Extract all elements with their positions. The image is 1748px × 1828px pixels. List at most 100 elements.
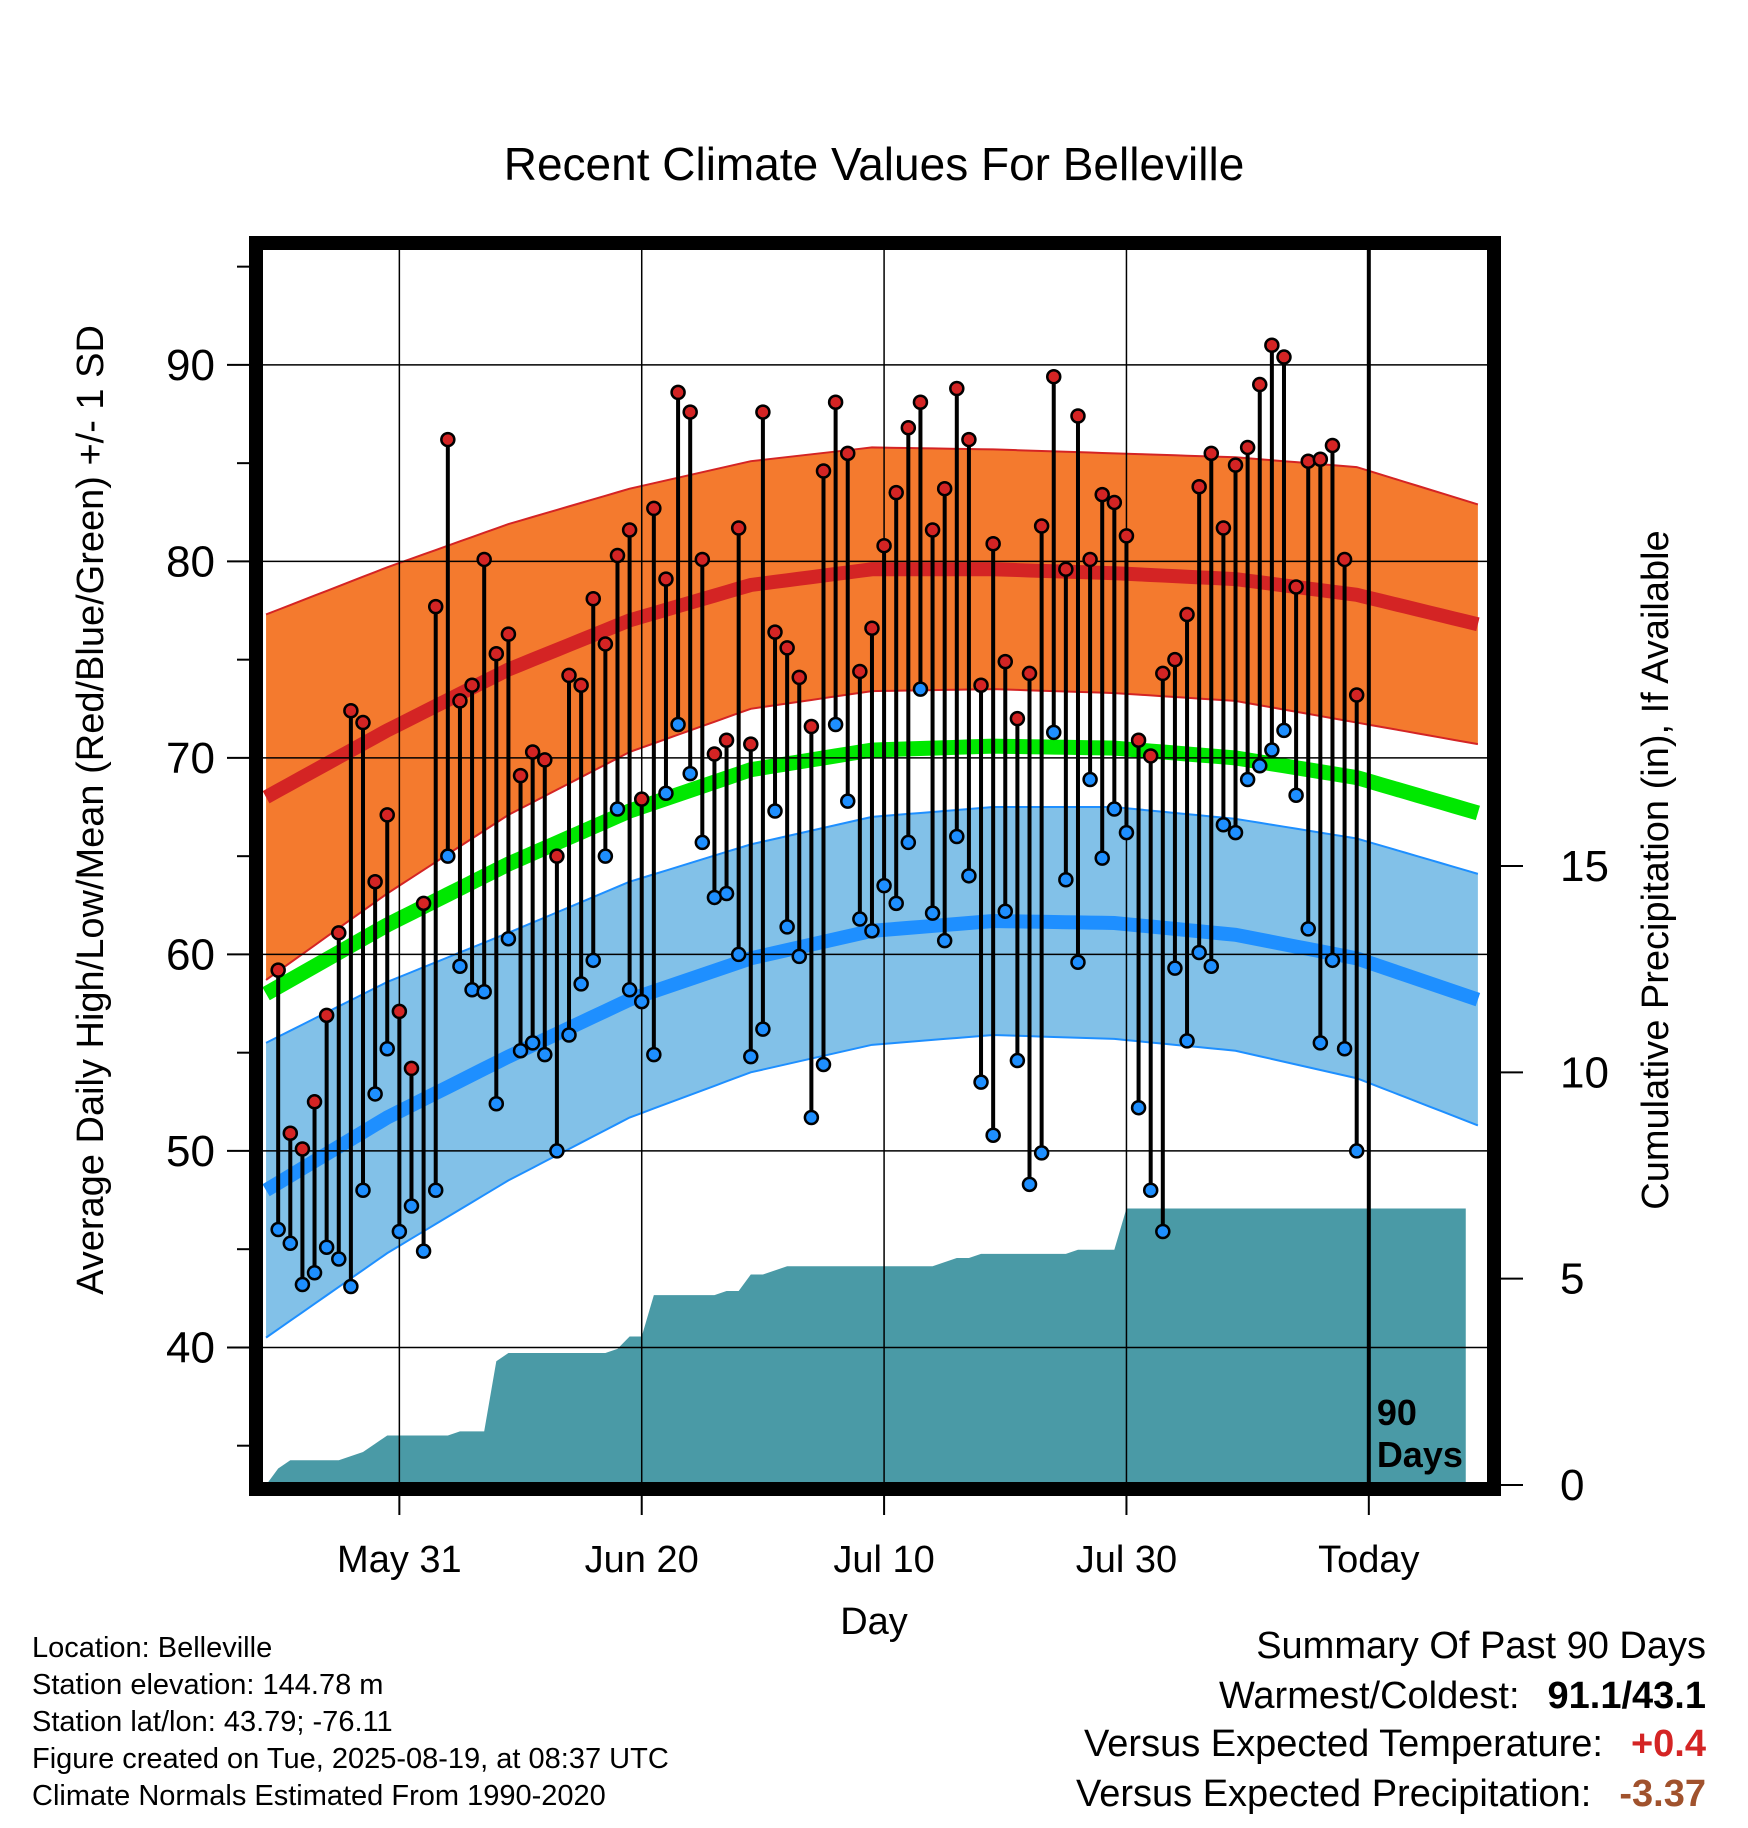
low-point <box>864 923 880 939</box>
high-point <box>1082 551 1098 568</box>
y2-tick-label: 15 <box>1560 842 1609 891</box>
low-point <box>367 1086 383 1102</box>
summary-temp-label: Versus Expected Temperature: <box>1084 1723 1603 1765</box>
high-point <box>343 703 359 719</box>
low-point <box>1215 816 1232 833</box>
high-point <box>452 693 468 709</box>
low-point <box>1288 787 1304 804</box>
low-point <box>1167 960 1183 976</box>
high-point <box>367 873 383 890</box>
high-point <box>1215 520 1232 536</box>
high-point <box>306 1094 323 1110</box>
low-point <box>961 868 977 884</box>
low-point <box>476 984 492 1000</box>
high-point <box>949 380 965 397</box>
high-point <box>1021 665 1038 682</box>
low-point <box>876 877 892 894</box>
chart-title: Recent Climate Values For Belleville <box>504 138 1245 190</box>
y-tick-label: 80 <box>166 537 215 586</box>
low-point <box>1336 1041 1353 1057</box>
high-point <box>270 962 286 978</box>
summary-precip-label: Versus Expected Precipitation: <box>1075 1773 1592 1815</box>
high-point <box>791 669 808 686</box>
high-point <box>1239 439 1256 456</box>
low-point <box>1155 1223 1171 1240</box>
low-point <box>1227 824 1244 841</box>
high-point <box>1179 606 1195 623</box>
high-point <box>1252 376 1268 393</box>
low-point <box>1106 801 1123 817</box>
low-point <box>1070 954 1086 971</box>
low-point <box>270 1221 286 1238</box>
high-point <box>621 522 638 538</box>
low-point <box>670 716 686 733</box>
high-point <box>852 663 868 680</box>
low-point <box>512 1042 529 1059</box>
low-point <box>997 903 1014 919</box>
today-label-count: 90 <box>1377 1392 1417 1433</box>
low-point <box>839 793 856 809</box>
y-tick-label: 90 <box>166 341 215 390</box>
high-point <box>961 431 977 448</box>
low-point <box>1191 944 1207 961</box>
high-point <box>912 394 929 410</box>
summary-warmest-label: Warmest/Coldest: <box>1218 1675 1520 1717</box>
high-point <box>888 484 904 501</box>
high-point <box>1009 710 1026 727</box>
low-point <box>682 765 698 782</box>
low-point <box>1312 1035 1329 1051</box>
low-point <box>355 1182 371 1198</box>
high-point <box>1191 478 1207 495</box>
high-point <box>1312 451 1329 467</box>
high-point <box>415 895 432 912</box>
x-tick-label: Jul 30 <box>1076 1539 1177 1581</box>
y-tick-label: 50 <box>166 1127 215 1176</box>
low-point <box>427 1182 444 1198</box>
low-point <box>415 1243 432 1259</box>
low-point <box>924 905 941 921</box>
high-point <box>427 598 444 615</box>
high-point <box>633 791 650 807</box>
high-point <box>537 752 553 768</box>
low-sd-lower-edge <box>265 1033 1479 1339</box>
low-point <box>1252 758 1268 774</box>
high-point <box>282 1125 299 1142</box>
x-tick-label: Jun 20 <box>585 1539 699 1581</box>
low-point <box>730 946 747 963</box>
info-normals: Climate Normals Estimated From 1990-2020 <box>32 1780 606 1812</box>
x-tick-label: Today <box>1318 1539 1419 1581</box>
low-point <box>694 834 711 851</box>
x-tick-label: Jul 10 <box>833 1539 934 1581</box>
high-point <box>1070 408 1086 424</box>
low-point <box>815 1056 832 1073</box>
low-point <box>1094 850 1110 866</box>
low-point <box>888 895 904 912</box>
y-tick-label: 70 <box>166 734 215 783</box>
high-point <box>597 636 614 652</box>
high-point <box>1033 518 1050 534</box>
low-point <box>331 1251 347 1267</box>
low-point <box>343 1278 359 1295</box>
high-point <box>1276 349 1292 365</box>
high-point <box>488 646 505 662</box>
low-point <box>1009 1052 1026 1069</box>
summary-warmest-value: 91.1/43.1 <box>1547 1675 1706 1717</box>
high-point <box>864 620 880 636</box>
low-point <box>500 930 517 947</box>
low-point <box>985 1127 1001 1143</box>
low-point <box>1021 1176 1038 1193</box>
low-point <box>488 1096 505 1112</box>
low-point <box>973 1074 989 1090</box>
high-point <box>1336 551 1353 568</box>
low-point <box>743 1048 759 1065</box>
low-point <box>306 1265 323 1281</box>
summary-warmest-row: Warmest/Coldest: 91.1/43.1 <box>1219 1675 1706 1718</box>
today-label-unit: Days <box>1377 1434 1463 1475</box>
low-point <box>537 1046 553 1063</box>
info-latlon: Station lat/lon: 43.79; -76.11 <box>32 1706 393 1738</box>
high-point <box>549 848 565 864</box>
low-point <box>718 885 735 902</box>
x-axis-label: Day <box>840 1601 908 1643</box>
low-point <box>633 993 650 1010</box>
